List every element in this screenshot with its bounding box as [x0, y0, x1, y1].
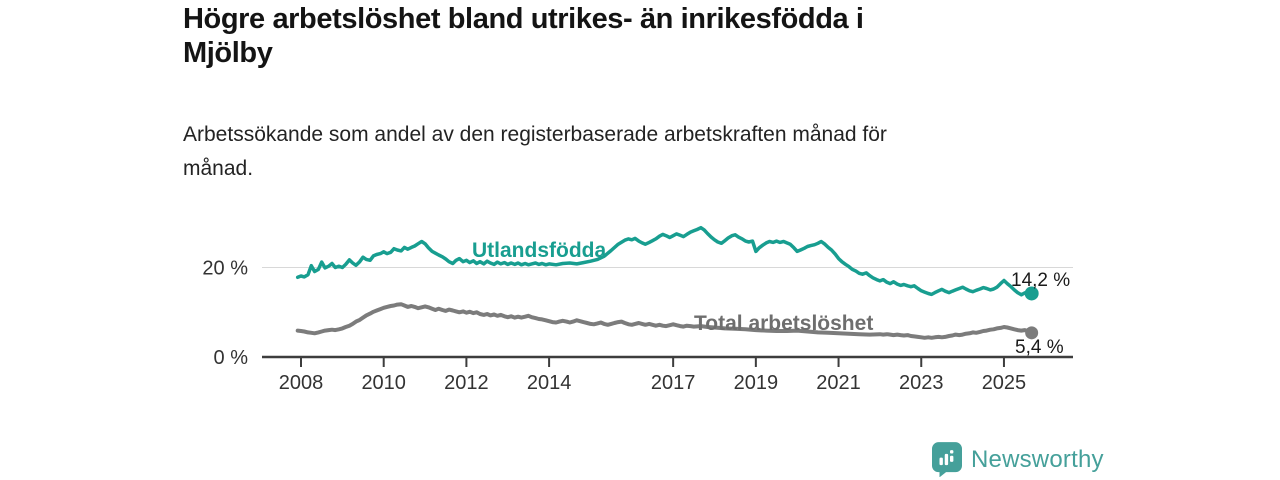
logo-bar-2 [944, 453, 949, 466]
end-value-label-1: 5,4 % [1015, 337, 1064, 358]
logo-dot [950, 450, 954, 454]
series-line-1 [295, 302, 1034, 340]
logo-bar-1 [939, 457, 943, 466]
brand-name: Newsworthy [971, 445, 1104, 473]
x-tick-label-2008: 2008 [279, 372, 324, 394]
x-tick-label-2019: 2019 [734, 372, 779, 394]
end-value-label-0: 14,2 % [1011, 270, 1070, 291]
chart-subtitle: Arbetssökande som andel av den registerb… [183, 118, 887, 186]
logo-bar-3 [950, 455, 954, 462]
y-tick-label-0: 0 % [214, 347, 249, 369]
series-label-0: Utlandsfödda [472, 239, 606, 262]
title-line-2: Mjölby [183, 37, 273, 69]
x-tick-label-2012: 2012 [444, 372, 489, 394]
page-title: Högre arbetslöshet bland utrikes- än inr… [183, 2, 864, 70]
x-tick-label-2025: 2025 [982, 372, 1027, 394]
series-label-1: Total arbetslöshet [694, 312, 873, 335]
x-tick-label-2021: 2021 [816, 372, 861, 394]
x-tick-label-2023: 2023 [899, 372, 944, 394]
brand-footer: Newsworthy [932, 442, 1104, 477]
series-end-dot-1 [1025, 326, 1039, 340]
y-tick-label-20: 20 % [202, 258, 248, 280]
title-line-1: Högre arbetslöshet bland utrikes- än inr… [183, 3, 864, 35]
x-tick-label-2017: 2017 [651, 372, 696, 394]
series-line-0 [295, 225, 1034, 297]
x-tick-label-2014: 2014 [527, 372, 572, 394]
series-end-dot-0 [1024, 286, 1039, 301]
subtitle-line-2: månad. [183, 157, 254, 180]
subtitle-line-1: Arbetssökande som andel av den registerb… [183, 123, 887, 146]
newsworthy-logo-icon [932, 442, 962, 477]
x-tick-label-2010: 2010 [361, 372, 406, 394]
